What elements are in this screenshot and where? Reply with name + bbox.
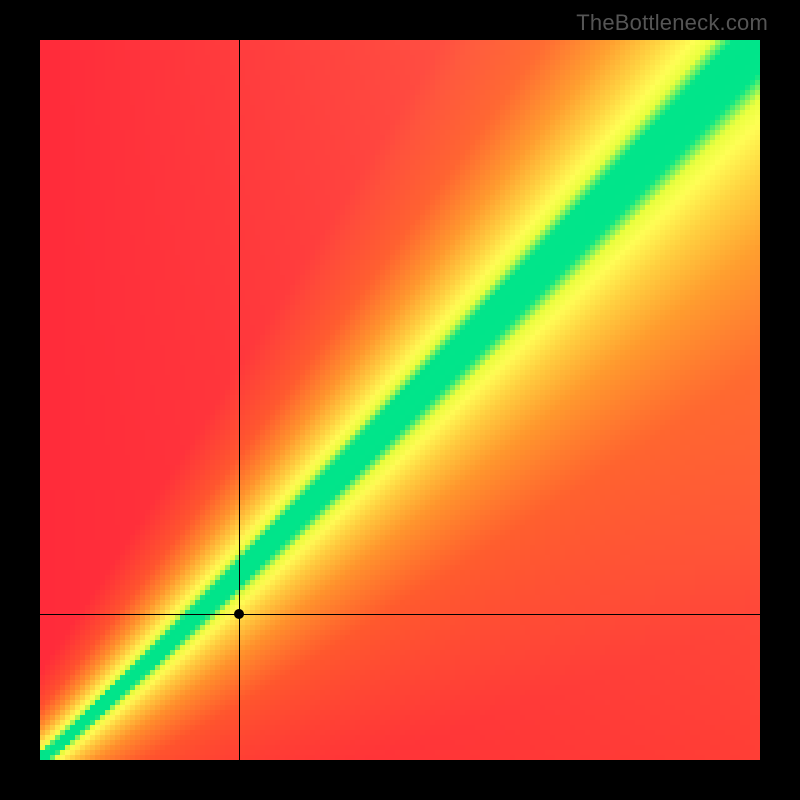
crosshair-horizontal [40, 614, 760, 615]
heatmap-canvas [40, 40, 760, 760]
crosshair-dot [234, 609, 244, 619]
chart-frame: TheBottleneck.com [0, 0, 800, 800]
plot-area [40, 40, 760, 760]
watermark-text: TheBottleneck.com [576, 10, 768, 36]
crosshair-vertical [239, 40, 240, 760]
